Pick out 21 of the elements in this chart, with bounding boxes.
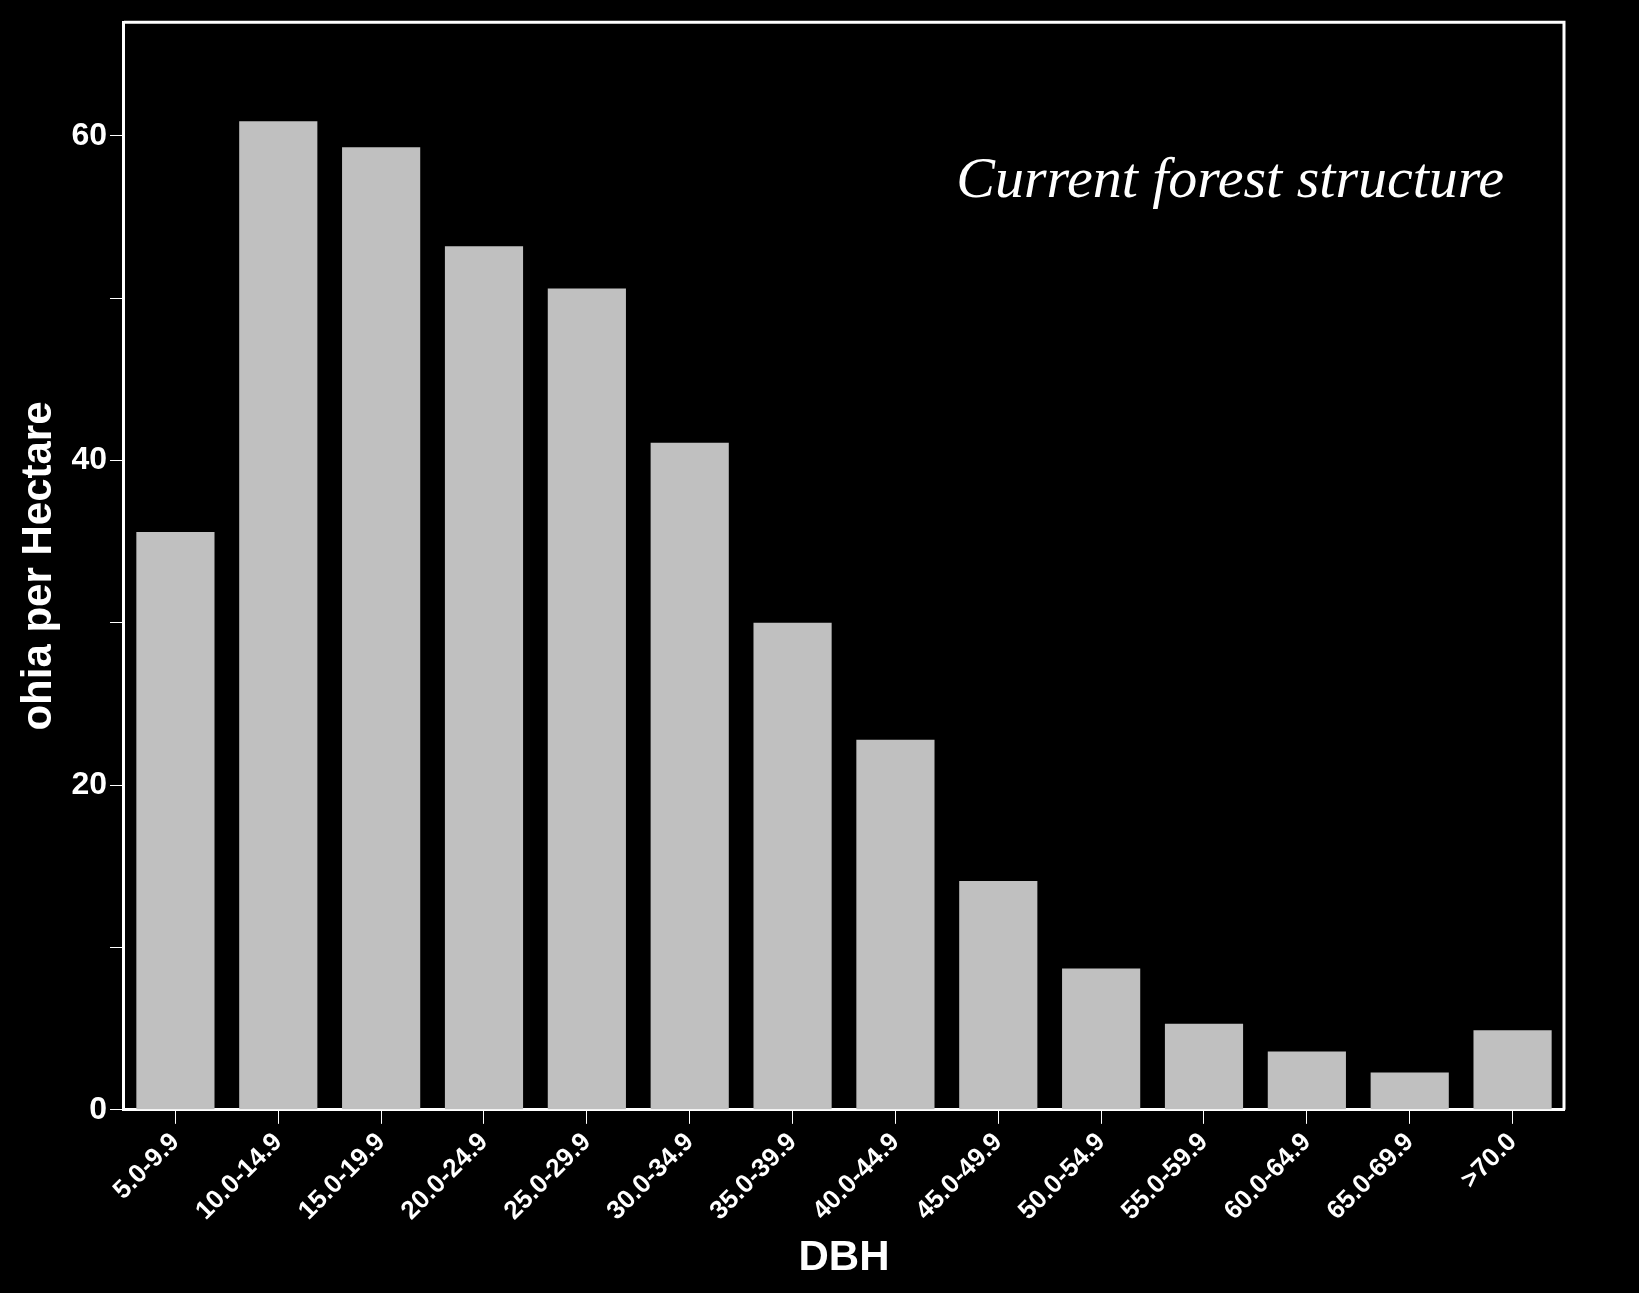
bar <box>1473 1030 1552 1110</box>
bar <box>1370 1072 1449 1110</box>
bar <box>1267 1051 1346 1110</box>
bar <box>547 288 626 1110</box>
bar <box>1062 968 1141 1110</box>
bar <box>239 121 318 1110</box>
y-tick-label: 0 <box>89 1089 107 1126</box>
bar <box>342 147 421 1110</box>
y-axis-title: ohia per Hectare <box>12 401 60 731</box>
y-tick-label: 60 <box>71 115 107 152</box>
bar <box>136 531 215 1110</box>
text: Current forest structure <box>956 145 1504 211</box>
bar <box>959 880 1038 1110</box>
bar <box>856 739 935 1110</box>
bar <box>444 246 524 1110</box>
x-axis-title: DBH <box>798 1232 890 1280</box>
y-tick-label: 20 <box>71 765 107 802</box>
bar <box>753 622 832 1110</box>
bar <box>650 442 729 1110</box>
bar <box>1164 1023 1244 1110</box>
y-tick-label: 40 <box>71 440 107 477</box>
